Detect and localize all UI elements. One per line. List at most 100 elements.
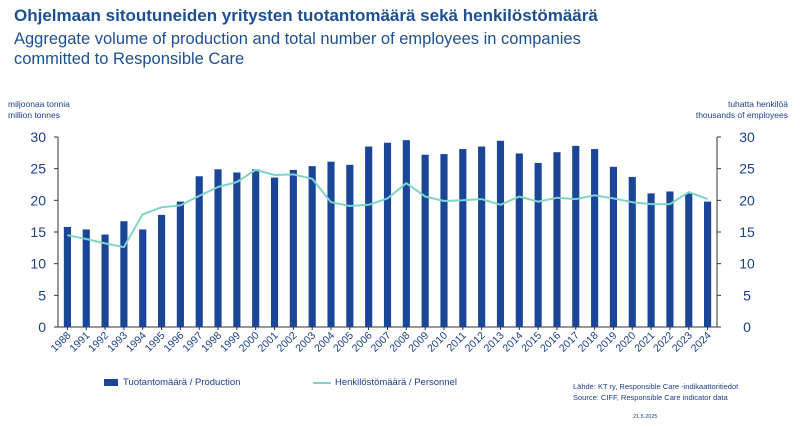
y-tick-label-right: 0 [743, 319, 751, 335]
line-personnel [67, 168, 708, 249]
y-tick-label-right: 25 [739, 161, 755, 177]
x-tick-label: 2006 [350, 330, 375, 355]
bar-production [591, 149, 599, 327]
x-tick-label: 2005 [331, 330, 356, 355]
legend-label-production: Tuotantomäärä / Production [123, 377, 241, 388]
bar-production [308, 166, 316, 327]
x-tick-label: 1994 [124, 330, 149, 355]
bar-production [101, 234, 109, 327]
bar-production [63, 226, 71, 327]
date-stamp: 21.5.2025 [633, 414, 658, 420]
chart-title-en: Aggregate volume of production and total… [14, 30, 581, 68]
y-tick-label-right: 20 [739, 192, 755, 208]
x-tick-label: 1999 [218, 330, 243, 355]
x-tick-label: 2011 [444, 330, 469, 355]
x-tick-label: 2024 [689, 330, 714, 355]
x-tick-label: 1992 [86, 330, 111, 355]
bar-production [609, 166, 618, 327]
y-tick-label-left: 30 [30, 129, 46, 145]
right-axis-unit-fi: tuhatta henkilöä [727, 99, 788, 109]
bar-production [647, 193, 655, 327]
right-axis-unit: tuhatta henkilöä thousands of employees [696, 99, 788, 121]
bar-production [176, 201, 184, 327]
bar-production [120, 221, 128, 327]
y-tick-label-left: 0 [38, 319, 46, 335]
bar-production [346, 164, 354, 327]
x-tick-label: 2004 [312, 330, 337, 355]
bar-production [289, 169, 297, 327]
bar-production [82, 229, 90, 327]
x-tick-label: 1988 [49, 330, 74, 355]
x-tick-label: 2001 [256, 330, 281, 355]
bar-production [327, 161, 335, 327]
x-tick-label: 2023 [670, 330, 695, 355]
x-tick-label: 2021 [632, 330, 657, 355]
y-tick-label-left: 25 [30, 161, 46, 177]
x-tick-label: 2002 [274, 330, 299, 355]
bar-production [534, 162, 542, 327]
chart-title-fi: Ohjelmaan sitoutuneiden yritysten tuotan… [14, 6, 598, 25]
source-note: Lähde: KT ry, Responsible Care -indikaat… [573, 381, 738, 403]
bar-production [496, 140, 505, 327]
x-tick-label: 1998 [199, 330, 224, 355]
bar-production [478, 146, 486, 327]
legend-swatch-personnel [313, 381, 331, 384]
legend-swatch-production [104, 379, 118, 386]
x-tick-label: 2007 [369, 330, 394, 355]
left-axis-unit-en: million tonnes [8, 110, 60, 120]
x-tick-label: 2019 [595, 330, 620, 355]
x-tick-label: 2009 [406, 330, 431, 355]
x-tick-label: 2008 [387, 330, 412, 355]
y-tick-label-right: 15 [739, 224, 755, 240]
x-tick-label: 2022 [651, 330, 676, 355]
bar-production [139, 229, 147, 327]
x-tick-label: 1997 [180, 330, 205, 355]
y-tick-label-left: 15 [30, 224, 46, 240]
x-tick-label: 2014 [500, 330, 525, 355]
legend-item-production: Tuotantomäärä / Production [104, 377, 240, 388]
x-tick-label: 2000 [237, 330, 262, 355]
bar-production [214, 169, 222, 327]
bar-production [440, 154, 448, 327]
bar-production [402, 140, 410, 327]
right-axis-unit-en: thousands of employees [695, 110, 788, 120]
y-tick-label-left: 5 [38, 287, 46, 303]
x-tick-label: 1991 [67, 330, 92, 355]
source-note-en: Source: CIFF, Responsible Care indicator… [573, 393, 728, 402]
x-tick-label: 2018 [576, 330, 601, 355]
bar-production [515, 153, 523, 327]
x-tick-label: 2013 [482, 330, 507, 355]
bar-production [628, 176, 636, 327]
bar-production [233, 172, 241, 327]
x-tick-label: 2020 [613, 330, 638, 355]
x-tick-label: 2017 [557, 330, 582, 355]
bar-production [572, 145, 580, 327]
bar-production [195, 176, 203, 327]
bar-production [365, 146, 373, 327]
x-tick-label: 2016 [538, 330, 563, 355]
y-tick-label-right: 10 [739, 256, 755, 272]
x-tick-label: 1995 [143, 330, 168, 355]
bar-production [421, 154, 429, 327]
bar-production [270, 177, 279, 327]
left-axis-unit: miljoonaa tonnia million tonnes [8, 99, 70, 121]
x-tick-label: 2010 [425, 330, 450, 355]
bar-production [685, 193, 693, 327]
bar-production [383, 142, 392, 327]
x-tick-label: 1996 [162, 330, 187, 355]
legend-item-personnel: Henkilöstömäärä / Personnel [313, 377, 457, 388]
legend-label-personnel: Henkilöstömäärä / Personnel [335, 377, 457, 388]
bar-production [704, 201, 712, 327]
x-tick-label: 2003 [293, 330, 318, 355]
x-tick-label: 2012 [463, 330, 488, 355]
bar-production [553, 152, 561, 327]
left-axis-unit-fi: miljoonaa tonnia [8, 99, 70, 109]
y-tick-label-left: 10 [30, 256, 46, 272]
y-tick-label-right: 5 [743, 287, 751, 303]
x-tick-label: 2015 [519, 330, 544, 355]
bar-production [459, 149, 467, 327]
y-tick-label-left: 20 [30, 192, 46, 208]
y-tick-label-right: 30 [739, 129, 755, 145]
source-note-fi: Lähde: KT ry, Responsible Care -indikaat… [573, 382, 739, 391]
